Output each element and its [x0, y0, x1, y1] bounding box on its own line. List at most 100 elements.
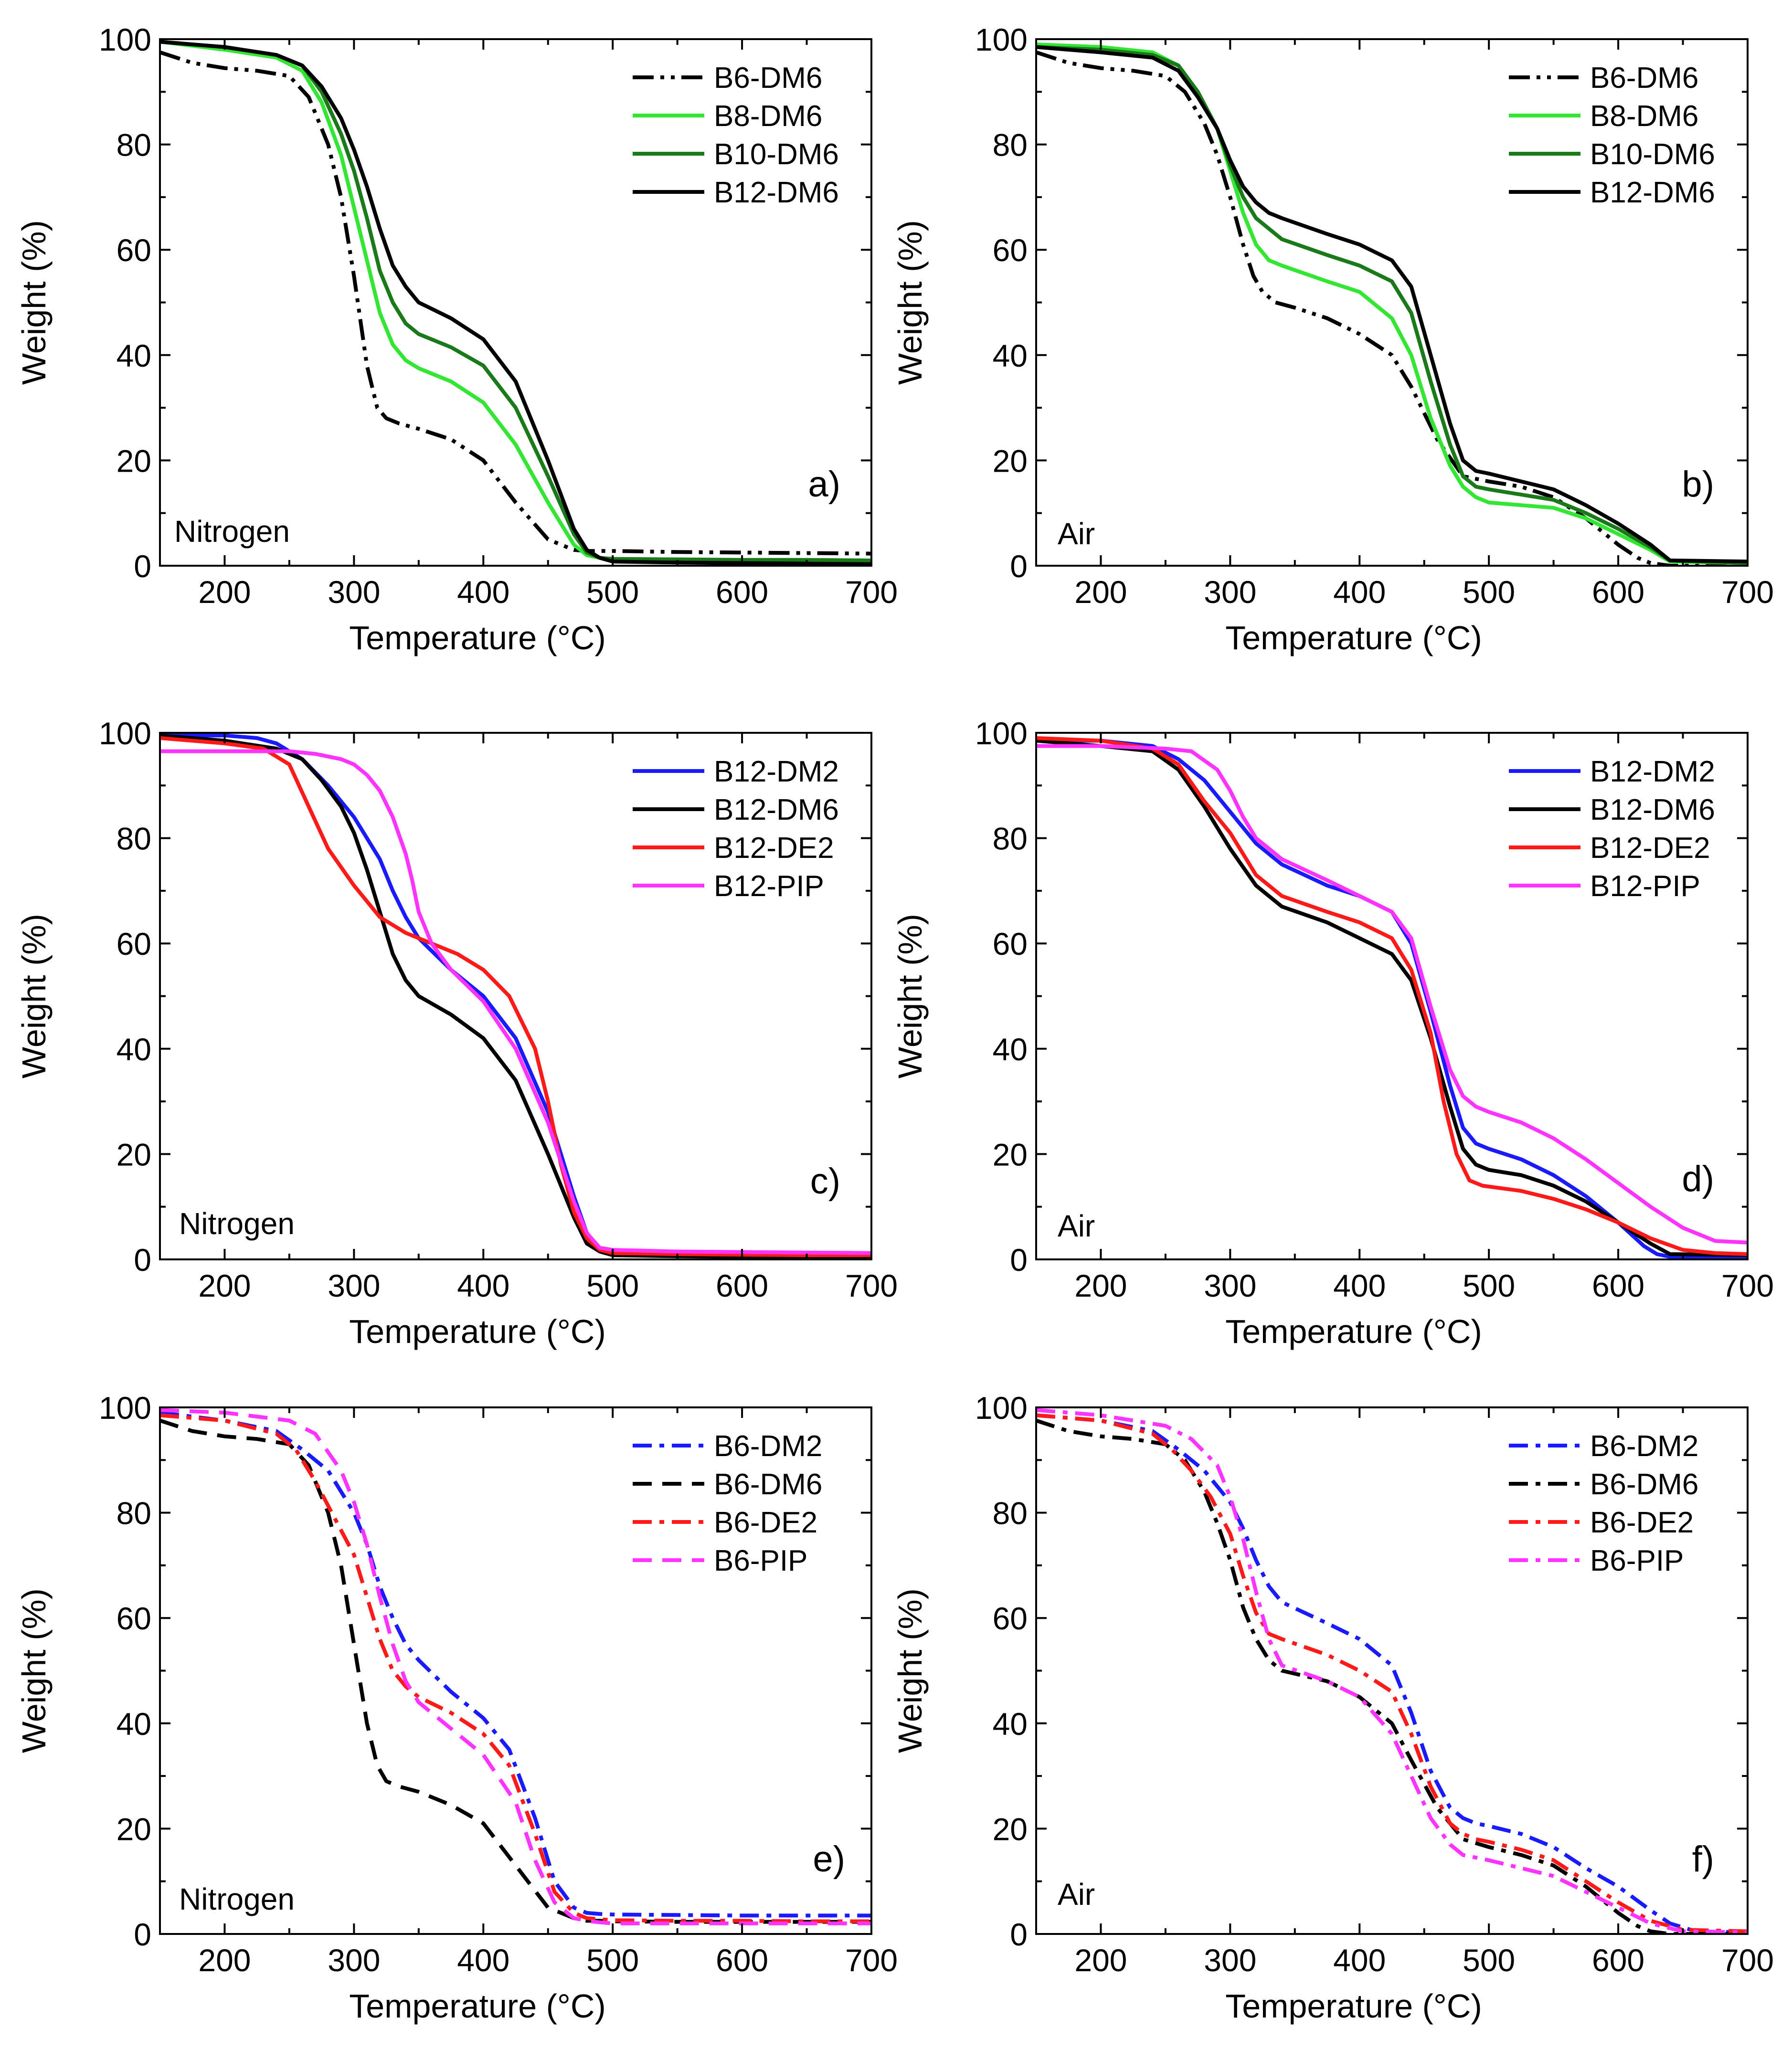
- series-line-B12-DM6: [160, 40, 871, 566]
- x-axis-title: Temperature (°C): [1225, 1313, 1482, 1350]
- y-tick-label: 40: [117, 338, 151, 373]
- series-line-B12-PIP: [1036, 744, 1748, 1245]
- y-tick-label: 20: [117, 1137, 151, 1172]
- y-tick-label: 60: [117, 232, 151, 268]
- series-line-B6-DM2: [160, 1411, 871, 1918]
- x-axis-title: Temperature (°C): [349, 1987, 606, 2025]
- series-line-B6-DM6: [1036, 50, 1748, 566]
- legend-label-B6-DM2: B6-DM2: [714, 1430, 822, 1463]
- x-tick-label: 700: [1721, 1943, 1774, 1978]
- x-tick-label: 600: [716, 1943, 768, 1978]
- y-tick-label: 0: [1010, 1242, 1028, 1278]
- legend-label-B10-DM6: B10-DM6: [714, 138, 839, 171]
- series-line-B6-PIP: [1036, 1408, 1748, 1934]
- panel-label: e): [813, 1839, 845, 1880]
- y-tick-label: 40: [117, 1032, 151, 1067]
- x-tick-label: 400: [1333, 1268, 1386, 1303]
- y-tick-label: 0: [134, 1242, 151, 1278]
- legend-label-B6-DE2: B6-DE2: [714, 1506, 817, 1539]
- legend-label-B12-DE2: B12-DE2: [1590, 832, 1710, 865]
- series-line-B10-DM6: [160, 40, 871, 562]
- legend-label-B10-DM6: B10-DM6: [1590, 138, 1715, 171]
- series-line-B12-DE2: [160, 736, 871, 1257]
- legend-label-B12-DM2: B12-DM2: [714, 755, 839, 788]
- panel-label: f): [1692, 1839, 1714, 1880]
- y-tick-label: 100: [99, 716, 151, 751]
- x-tick-label: 200: [1074, 1943, 1127, 1978]
- x-tick-label: 600: [716, 1268, 768, 1303]
- atmosphere-label: Nitrogen: [179, 1882, 295, 1916]
- legend-label-B12-DM6: B12-DM6: [1590, 793, 1715, 826]
- x-tick-label: 700: [1721, 1268, 1774, 1303]
- x-tick-label: 600: [716, 574, 768, 610]
- panel-e: 200 300 400 500 600 700 0 20 40 60 80 100 Temperatur…: [15, 1390, 898, 2025]
- x-tick-label: 200: [1074, 574, 1127, 610]
- y-tick-label: 80: [993, 821, 1028, 856]
- panel-c: 200 300 400 500 600 700 0 20 40 60 80 100 Temperatur…: [15, 716, 898, 1350]
- series-line-B12-DM6: [1036, 45, 1748, 564]
- y-tick-label: 100: [975, 22, 1028, 57]
- y-axis-title: Weight (%): [15, 1588, 53, 1753]
- x-tick-label: 700: [845, 1943, 898, 1978]
- atmosphere-label: Nitrogen: [179, 1206, 295, 1241]
- x-tick-label: 500: [586, 574, 639, 610]
- x-tick-label: 400: [457, 1268, 509, 1303]
- atmosphere-label: Air: [1058, 1877, 1095, 1912]
- y-tick-label: 100: [975, 716, 1028, 751]
- legend-label-B12-DE2: B12-DE2: [714, 832, 834, 865]
- legend-label-B12-DM2: B12-DM2: [1590, 755, 1715, 788]
- legend-label-B12-PIP: B12-PIP: [1590, 870, 1700, 903]
- y-tick-label: 80: [117, 127, 151, 163]
- legend-label-B6-DM6: B6-DM6: [1590, 62, 1698, 95]
- y-tick-label: 0: [1010, 549, 1028, 584]
- panel-label: b): [1682, 464, 1714, 505]
- y-tick-label: 40: [117, 1706, 151, 1742]
- x-tick-label: 400: [457, 574, 509, 610]
- y-tick-label: 20: [117, 1811, 151, 1847]
- x-tick-label: 700: [1721, 574, 1774, 610]
- atmosphere-label: Nitrogen: [174, 514, 290, 549]
- y-tick-label: 40: [993, 1032, 1028, 1067]
- y-tick-label: 20: [993, 443, 1028, 478]
- atmosphere-label: Air: [1058, 1209, 1095, 1243]
- x-tick-label: 200: [198, 1268, 251, 1303]
- panel-d: 200 300 400 500 600 700 0 20 40 60 80 100 Temperatur…: [891, 716, 1774, 1350]
- x-tick-label: 600: [1592, 1943, 1644, 1978]
- legend-label-B6-DM6: B6-DM6: [714, 1468, 822, 1501]
- y-tick-label: 60: [117, 1601, 151, 1636]
- y-tick-label: 60: [993, 1601, 1028, 1636]
- y-axis-title: Weight (%): [15, 220, 53, 385]
- x-tick-label: 400: [1333, 574, 1386, 610]
- x-tick-label: 200: [198, 574, 251, 610]
- x-tick-label: 300: [1204, 1943, 1256, 1978]
- x-axis-title: Temperature (°C): [349, 1313, 606, 1350]
- y-tick-label: 20: [993, 1811, 1028, 1847]
- x-tick-label: 300: [1204, 1268, 1256, 1303]
- x-tick-label: 700: [845, 574, 898, 610]
- y-tick-label: 60: [117, 926, 151, 961]
- x-tick-label: 300: [328, 574, 380, 610]
- legend-label-B6-DM6: B6-DM6: [1590, 1468, 1698, 1501]
- y-tick-label: 40: [993, 1706, 1028, 1742]
- legend-label-B12-DM6: B12-DM6: [1590, 176, 1715, 209]
- y-axis-title: Weight (%): [891, 1588, 929, 1753]
- y-tick-label: 80: [117, 821, 151, 856]
- y-axis-title: Weight (%): [891, 914, 929, 1078]
- series-line-B6-DM2: [1036, 1413, 1748, 1934]
- legend-label-B6-DM6: B6-DM6: [714, 62, 822, 95]
- x-tick-label: 500: [586, 1943, 639, 1978]
- x-tick-label: 700: [845, 1268, 898, 1303]
- x-tick-label: 500: [1463, 574, 1515, 610]
- panel-label: a): [808, 464, 840, 505]
- series-line-B12-PIP: [160, 749, 871, 1255]
- panel-b: 200 300 400 500 600 700 0 20 40 60 80 100 Temperatur…: [891, 22, 1774, 656]
- x-tick-label: 500: [586, 1268, 639, 1303]
- series-line-B12-DM6: [1036, 739, 1748, 1257]
- y-axis-title: Weight (%): [15, 914, 53, 1078]
- y-tick-label: 40: [993, 338, 1028, 373]
- series-line-B6-DM6: [160, 1418, 871, 1924]
- y-tick-label: 80: [993, 127, 1028, 163]
- y-tick-label: 0: [134, 549, 151, 584]
- legend-label-B12-PIP: B12-PIP: [714, 870, 824, 903]
- y-tick-label: 20: [993, 1137, 1028, 1172]
